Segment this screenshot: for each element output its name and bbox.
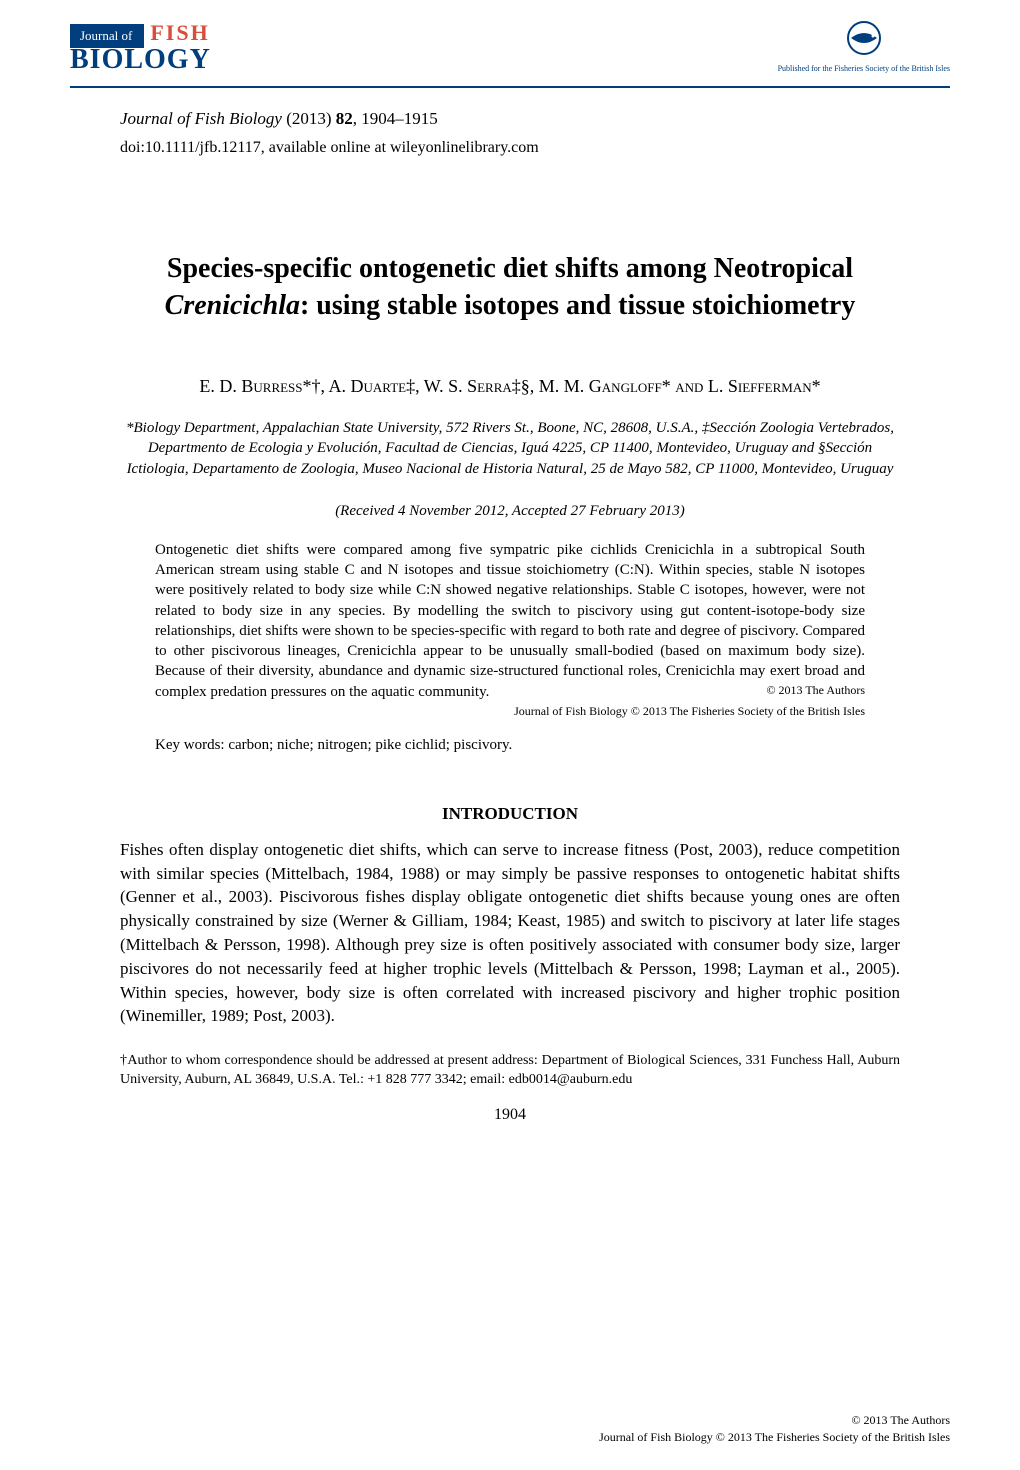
citation-block: Journal of Fish Biology (2013) 82, 1904–… bbox=[0, 88, 1020, 160]
citation-pages: , 1904–1915 bbox=[353, 109, 438, 128]
page-number: 1904 bbox=[0, 1090, 1020, 1124]
affiliations: *Biology Department, Appalachian State U… bbox=[0, 400, 1020, 479]
fisheries-caption: Published for the Fisheries Society of t… bbox=[778, 64, 950, 73]
citation-journal: Journal of Fish Biology bbox=[120, 109, 282, 128]
journal-biology-text: BIOLOGY bbox=[70, 44, 211, 76]
abstract-copyright1: © 2013 The Authors bbox=[766, 682, 865, 698]
header-bar: Journal of FISH BIOLOGY Published for th… bbox=[0, 0, 1020, 86]
citation-year: (2013) bbox=[286, 109, 331, 128]
authors: E. D. Burress*†, A. Duarte‡, W. S. Serra… bbox=[0, 325, 1020, 400]
article-title: Species-specific ontogenetic diet shifts… bbox=[0, 160, 1020, 326]
title-genus: Crenicichla bbox=[165, 290, 300, 321]
journal-logo-block: Journal of FISH BIOLOGY bbox=[70, 20, 211, 76]
body-paragraph: Fishes often display ontogenetic diet sh… bbox=[0, 824, 1020, 1028]
received-date: (Received 4 November 2012, Accepted 27 F… bbox=[0, 479, 1020, 520]
section-heading-introduction: INTRODUCTION bbox=[0, 754, 1020, 824]
correspondence-footnote: †Author to whom correspondence should be… bbox=[0, 1028, 1020, 1090]
title-line1: Species-specific ontogenetic diet shifts… bbox=[167, 253, 853, 284]
keywords: Key words: carbon; niche; nitrogen; pike… bbox=[0, 719, 1020, 754]
title-line2-rest: : using stable isotopes and tissue stoic… bbox=[300, 290, 855, 321]
citation-volume: 82 bbox=[336, 109, 353, 128]
footer-line2: Journal of Fish Biology © 2013 The Fishe… bbox=[599, 1429, 950, 1446]
fisheries-icon bbox=[837, 20, 891, 62]
abstract-text: Ontogenetic diet shifts were compared am… bbox=[155, 542, 865, 700]
journal-prefix: Journal of bbox=[80, 28, 132, 44]
footer-copyright: © 2013 The Authors Journal of Fish Biolo… bbox=[599, 1412, 950, 1446]
journal-fish-text: FISH bbox=[150, 20, 209, 46]
fisheries-logo: Published for the Fisheries Society of t… bbox=[778, 20, 950, 73]
abstract-copyright2: Journal of Fish Biology © 2013 The Fishe… bbox=[0, 702, 1020, 719]
footer-line1: © 2013 The Authors bbox=[599, 1412, 950, 1429]
abstract: Ontogenetic diet shifts were compared am… bbox=[0, 520, 1020, 702]
citation-doi: doi:10.1111/jfb.12117, available online … bbox=[120, 136, 900, 160]
